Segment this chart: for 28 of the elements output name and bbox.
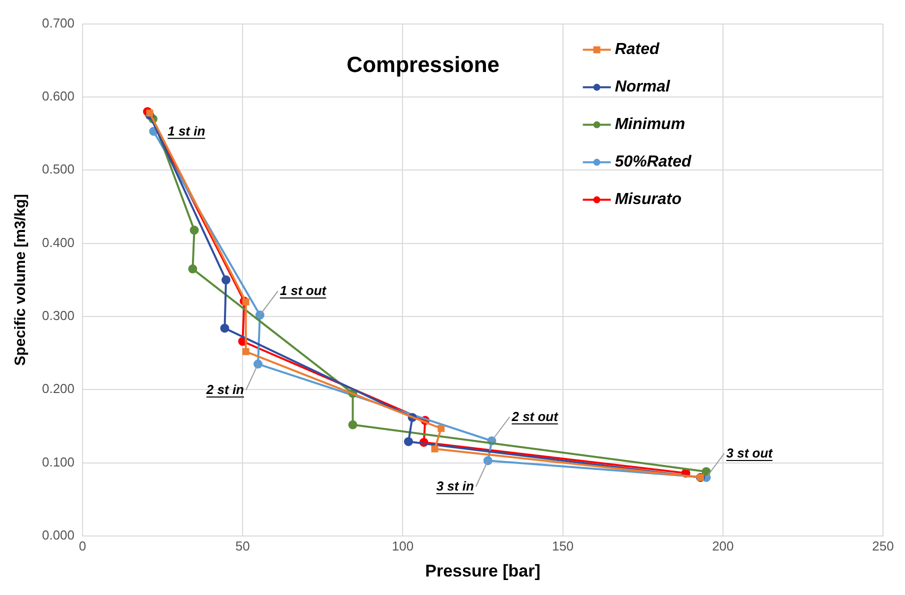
annotation: 3 st out [726,445,774,460]
y-tick-label: 0.000 [42,528,75,543]
y-tick-label: 0.200 [42,381,75,396]
y-tick-label: 0.500 [42,162,75,177]
x-tick-label: 50 [235,538,250,554]
annotation: 2 st in [205,382,244,398]
y-tick-label: 0.100 [42,454,75,470]
legend-label: Normal [614,78,671,96]
legend-label: Misurato [614,191,682,208]
y-tick-label: 0.400 [42,234,75,250]
annotation: 2 st out [510,408,559,424]
x-axis-title: Pressure [bar] [425,561,540,580]
annotation: 3 st in [436,478,474,494]
x-tick-label: 250 [872,538,894,554]
x-tick-label: 0 [78,538,86,554]
annotation: 1 st in [168,123,206,138]
x-tick-label: 100 [392,538,414,554]
x-tick-label: 200 [712,538,734,554]
x-tick-label: 150 [552,538,574,554]
y-tick-label: 0.600 [42,88,75,104]
text: Compressione [346,52,500,77]
y-axis-title: Specific volume [m3/kg] [12,194,30,366]
y-tick-label: 0.700 [42,15,75,30]
annotation: 1 st out [280,283,327,298]
y-tick-label: 0.300 [42,308,75,324]
legend-label: Rated [614,41,661,58]
legend-label: Minimum [614,116,686,134]
legend-label: 50%Rated [614,154,693,171]
